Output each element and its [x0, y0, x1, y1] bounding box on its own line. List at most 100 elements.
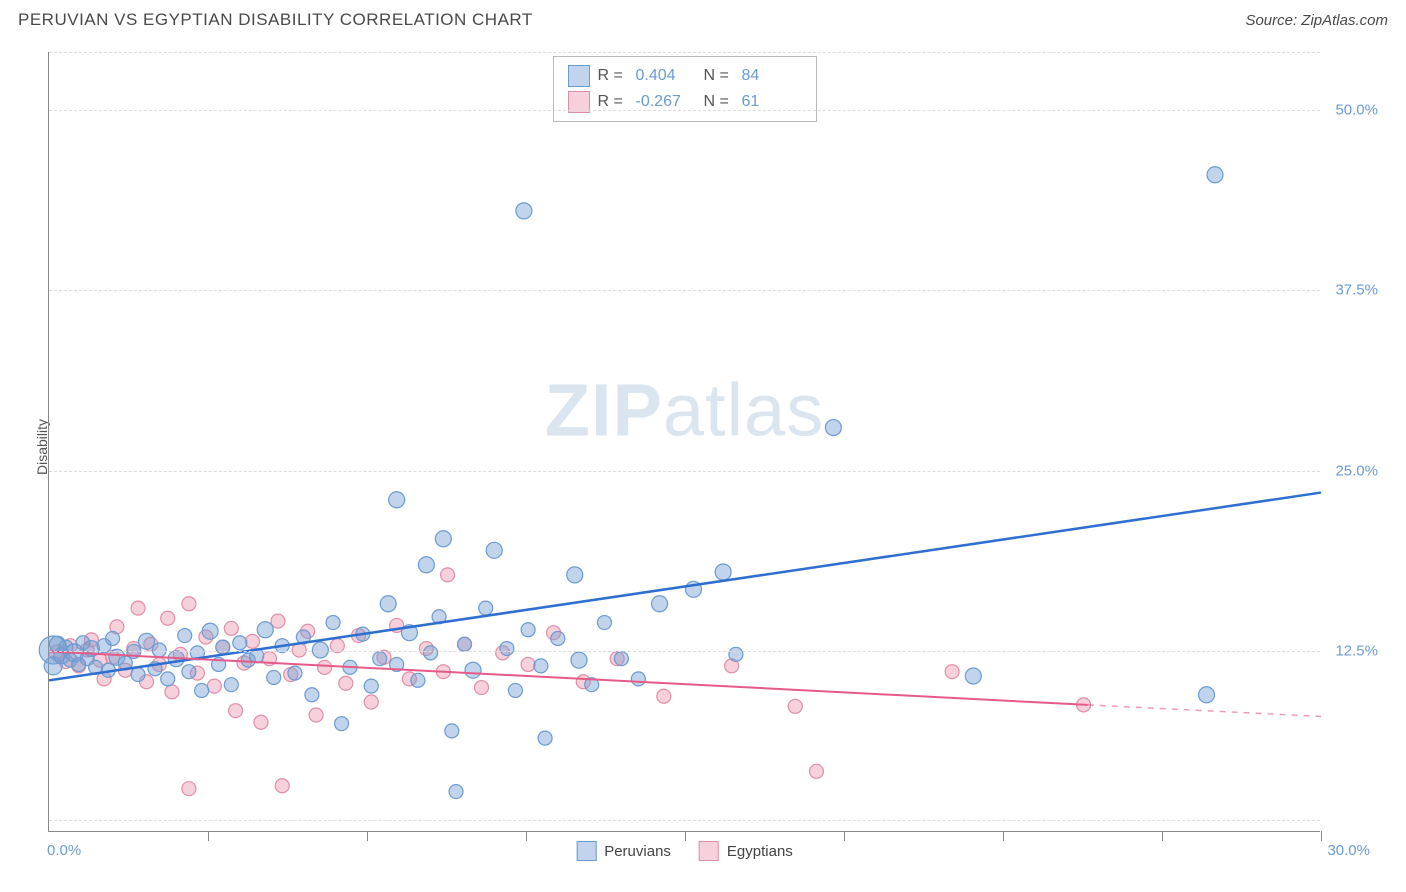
- data-point: [364, 695, 378, 709]
- data-point: [224, 678, 238, 692]
- x-tick: [844, 831, 845, 841]
- legend-swatch: [576, 841, 596, 861]
- legend-r-label: R =: [598, 67, 628, 85]
- data-point: [182, 782, 196, 796]
- grid-line: [49, 820, 1320, 821]
- header: PERUVIAN VS EGYPTIAN DISABILITY CORRELAT…: [0, 0, 1406, 34]
- data-point: [965, 668, 981, 684]
- data-point: [508, 683, 522, 697]
- data-point: [945, 665, 959, 679]
- data-point: [139, 633, 155, 649]
- data-point: [195, 683, 209, 697]
- legend-r-value: -0.267: [636, 93, 696, 111]
- data-point: [411, 673, 425, 687]
- data-point: [152, 643, 166, 657]
- data-point: [500, 642, 514, 656]
- data-point: [631, 672, 645, 686]
- data-point: [551, 631, 565, 645]
- data-point: [435, 531, 451, 547]
- data-point: [373, 652, 387, 666]
- series-legend-label: Peruvians: [604, 843, 671, 860]
- y-tick-label: 50.0%: [1335, 101, 1378, 118]
- data-point: [571, 652, 587, 668]
- grid-line: [49, 471, 1320, 472]
- legend-n-label: N =: [704, 67, 734, 85]
- x-tick: [1003, 831, 1004, 841]
- series-legend-item: Egyptians: [699, 841, 793, 861]
- data-point: [165, 685, 179, 699]
- series-legend: Peruvians Egyptians: [576, 841, 793, 861]
- data-point: [521, 657, 535, 671]
- data-point: [567, 567, 583, 583]
- data-point: [202, 623, 218, 639]
- legend-n-label: N =: [704, 93, 734, 111]
- data-point: [335, 717, 349, 731]
- data-point: [312, 642, 328, 658]
- legend-swatch: [568, 65, 590, 87]
- data-point: [318, 660, 332, 674]
- data-point: [267, 670, 281, 684]
- data-point: [652, 596, 668, 612]
- data-point: [486, 542, 502, 558]
- grid-line: [49, 110, 1320, 111]
- data-point: [131, 668, 145, 682]
- data-point: [161, 611, 175, 625]
- data-point: [809, 764, 823, 778]
- data-point: [424, 646, 438, 660]
- data-point: [449, 785, 463, 799]
- data-point: [1199, 687, 1215, 703]
- legend-n-value: 61: [742, 93, 802, 111]
- data-point: [271, 614, 285, 628]
- x-tick: [367, 831, 368, 841]
- data-point: [224, 621, 238, 635]
- legend-row: R = 0.404 N = 84: [568, 63, 802, 89]
- x-axis-label-min: 0.0%: [47, 842, 81, 859]
- x-tick: [208, 831, 209, 841]
- data-point: [233, 636, 247, 650]
- grid-line: [49, 52, 1320, 53]
- data-point: [389, 492, 405, 508]
- legend-swatch: [699, 841, 719, 861]
- data-point: [614, 652, 628, 666]
- data-point: [788, 699, 802, 713]
- data-point: [364, 679, 378, 693]
- data-point: [441, 568, 455, 582]
- legend-r-value: 0.404: [636, 67, 696, 85]
- data-point: [288, 666, 302, 680]
- grid-line: [49, 290, 1320, 291]
- legend-n-value: 84: [742, 67, 802, 85]
- plot-svg: [49, 52, 1320, 831]
- data-point: [479, 601, 493, 615]
- data-point: [275, 779, 289, 793]
- data-point: [729, 647, 743, 661]
- x-axis-label-max: 30.0%: [1327, 842, 1370, 859]
- data-point: [309, 708, 323, 722]
- plot-area: ZIPatlas R =0.404N =84R =-0.267N =61 0.0…: [48, 52, 1320, 832]
- data-point: [534, 659, 548, 673]
- legend-r-label: R =: [598, 93, 628, 111]
- data-point: [825, 420, 841, 436]
- data-point: [465, 662, 481, 678]
- data-point: [254, 715, 268, 729]
- stats-legend: R = 0.404 N = 84 R = -0.267 N = 61: [553, 56, 817, 122]
- data-point: [257, 622, 273, 638]
- data-point: [597, 616, 611, 630]
- data-point: [445, 724, 459, 738]
- grid-line: [49, 651, 1320, 652]
- data-point: [305, 688, 319, 702]
- data-point: [207, 679, 221, 693]
- data-point: [1207, 167, 1223, 183]
- data-point: [458, 637, 472, 651]
- trend-line-extend: [1088, 705, 1321, 717]
- x-tick: [526, 831, 527, 841]
- data-point: [521, 623, 535, 637]
- data-point: [178, 629, 192, 643]
- x-tick: [1162, 831, 1163, 841]
- data-point: [474, 681, 488, 695]
- data-point: [516, 203, 532, 219]
- data-point: [418, 557, 434, 573]
- x-tick: [685, 831, 686, 841]
- legend-row: R = -0.267 N = 61: [568, 89, 802, 115]
- y-tick-label: 25.0%: [1335, 462, 1378, 479]
- data-point: [246, 634, 260, 648]
